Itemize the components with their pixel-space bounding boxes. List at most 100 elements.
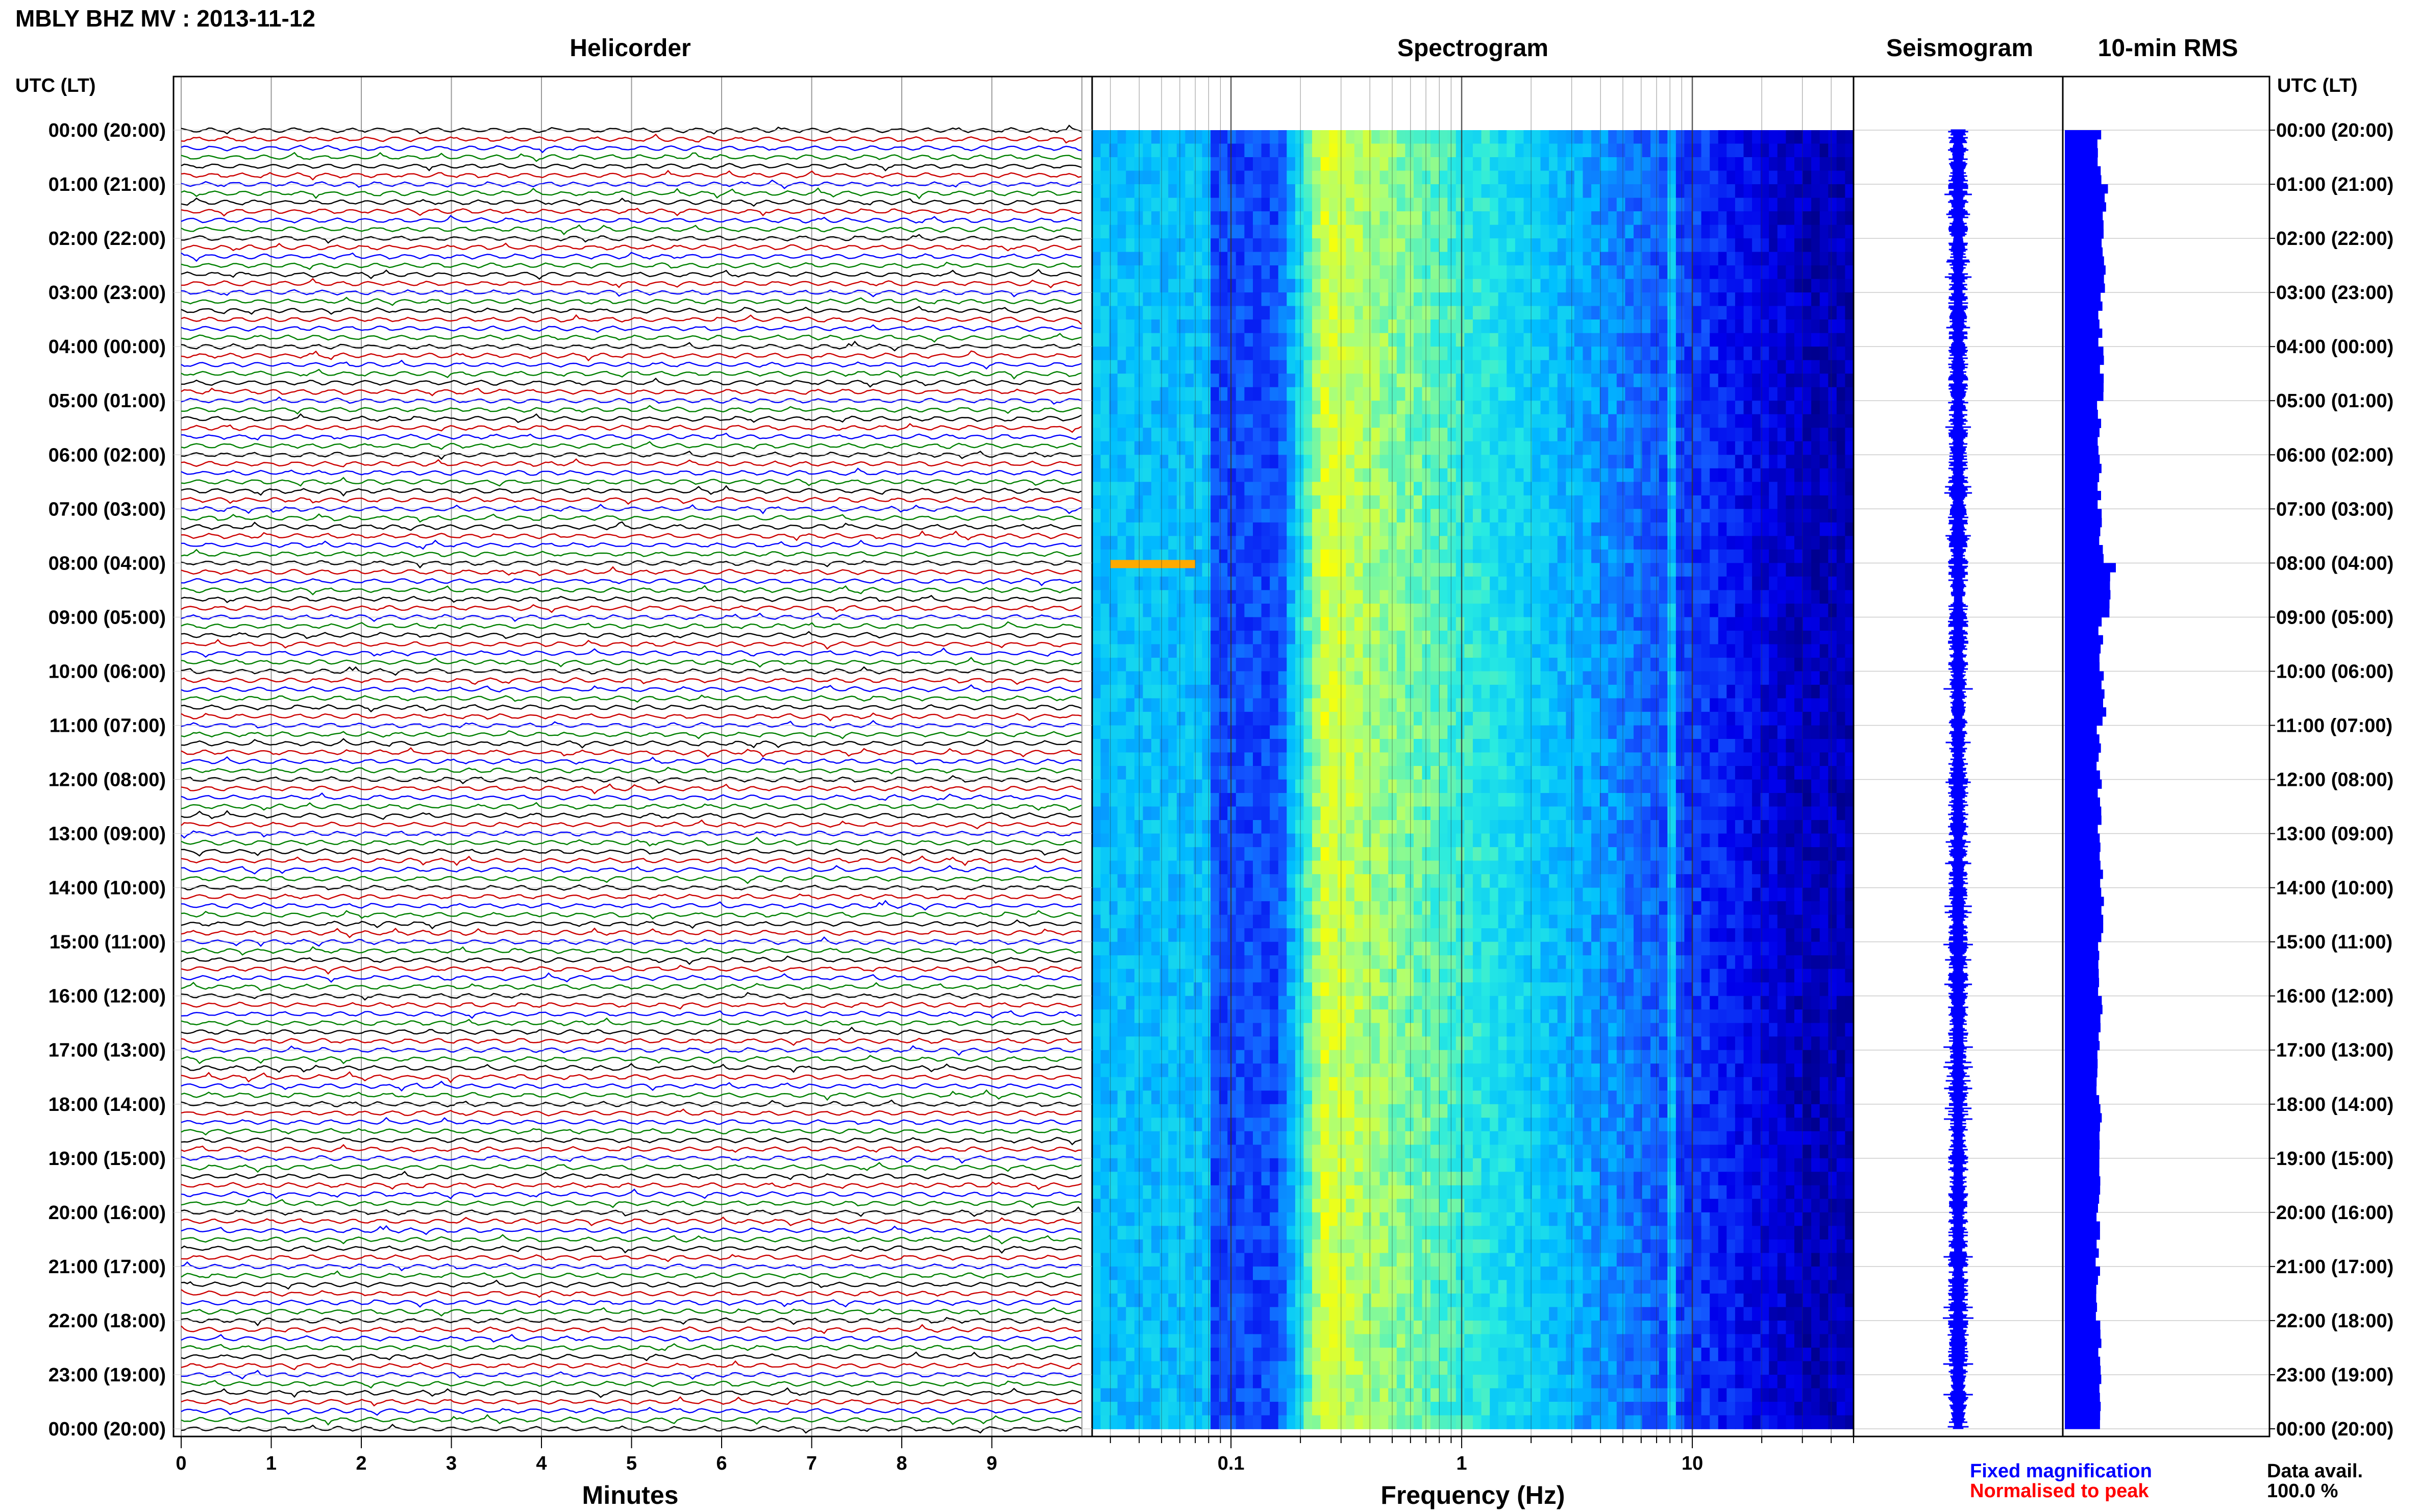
- spectrogram-cell: [1675, 644, 1685, 658]
- helicorder-trace: [181, 910, 1082, 920]
- spectrogram-cell: [1710, 238, 1719, 253]
- spectrogram-cell: [1117, 630, 1127, 645]
- spectrogram-cell: [1109, 536, 1118, 550]
- spectrogram-cell: [1202, 549, 1211, 564]
- spectrogram-cell: [1371, 563, 1380, 577]
- spectrogram-cell: [1151, 170, 1161, 185]
- spectrogram-cell: [1718, 346, 1727, 361]
- spectrogram-cell: [1464, 671, 1473, 685]
- spectrogram-cell: [1379, 455, 1389, 469]
- spectrogram-cell: [1523, 157, 1533, 171]
- spectrogram-cell: [1176, 279, 1186, 293]
- spectrogram-cell: [1371, 441, 1380, 455]
- spectrogram-cell: [1667, 455, 1676, 469]
- spectrogram-cell: [1346, 387, 1355, 401]
- spectrogram-cell: [1794, 603, 1804, 618]
- spectrogram-cell: [1642, 387, 1651, 401]
- spectrogram-cell: [1405, 197, 1414, 212]
- spectrogram-cell: [1634, 333, 1643, 347]
- spectrogram-cell: [1794, 766, 1804, 780]
- spectrogram-cell: [1786, 603, 1795, 618]
- spectrogram-cell: [1557, 211, 1567, 226]
- spectrogram-cell: [1236, 319, 1245, 334]
- helicorder-trace: [181, 169, 1082, 181]
- spectrogram-cell: [1100, 238, 1109, 253]
- spectrogram-cell: [1786, 725, 1795, 739]
- spectrogram-cell: [1786, 806, 1795, 821]
- spectrogram-cell: [1583, 468, 1592, 483]
- spectrogram-cell: [1193, 766, 1203, 780]
- spectrogram-cell: [1278, 238, 1288, 253]
- spectrogram-cell: [1464, 590, 1473, 604]
- spectrogram-cell: [1363, 576, 1372, 591]
- spectrogram-cell: [1134, 657, 1144, 672]
- spectrogram-cell: [1396, 820, 1406, 834]
- spectrogram-cell: [1388, 184, 1397, 199]
- spectrogram-cell: [1811, 806, 1820, 821]
- spectrogram-cell: [1760, 711, 1769, 726]
- spectrogram-cell: [1371, 414, 1380, 428]
- spectrogram-cell: [1634, 779, 1643, 794]
- spectrogram-cell: [1346, 644, 1355, 658]
- spectrogram-cell: [1675, 806, 1685, 821]
- spectrogram-cell: [1625, 184, 1634, 199]
- spectrogram-cell: [1583, 306, 1592, 320]
- spectrogram-cell: [1599, 306, 1609, 320]
- spectrogram-cell: [1109, 292, 1118, 307]
- spectrogram-cell: [1532, 603, 1541, 618]
- spectrogram-cell: [1743, 671, 1752, 685]
- spectrogram-cell: [1743, 590, 1752, 604]
- spectrogram-cell: [1667, 468, 1676, 483]
- spectrogram-cell: [1481, 644, 1490, 658]
- spectrogram-cell: [1405, 401, 1414, 415]
- spectrogram-cell: [1320, 671, 1329, 685]
- spectrogram-cell: [1735, 711, 1744, 726]
- spectrogram-cell: [1329, 793, 1338, 807]
- spectrogram-cell: [1650, 482, 1660, 496]
- spectrogram-cell: [1303, 360, 1313, 374]
- spectrogram-cell: [1549, 739, 1558, 753]
- spectrogram-cell: [1794, 468, 1804, 483]
- spectrogram-cell: [1549, 414, 1558, 428]
- spectrogram-cell: [1371, 576, 1380, 591]
- spectrogram-cell: [1599, 549, 1609, 564]
- spectrogram-cell: [1523, 428, 1533, 442]
- spectrogram-cell: [1430, 739, 1440, 753]
- spectrogram-cell: [1346, 428, 1355, 442]
- spectrogram-cell: [1574, 630, 1584, 645]
- spectrogram-cell: [1549, 292, 1558, 307]
- spectrogram-cell: [1354, 644, 1364, 658]
- spectrogram-cell: [1710, 617, 1719, 631]
- spectrogram-cell: [1337, 766, 1347, 780]
- spectrogram-cell: [1211, 657, 1220, 672]
- spectrogram-cell: [1599, 563, 1609, 577]
- helicorder-trace: [181, 1351, 1082, 1361]
- spectrogram-cell: [1439, 414, 1448, 428]
- spectrogram-cell: [1117, 617, 1127, 631]
- helicorder-trace: [181, 224, 1082, 235]
- spectrogram-cell: [1634, 401, 1643, 415]
- spectrogram-cell: [1718, 725, 1727, 739]
- spectrogram-cell: [1176, 252, 1186, 266]
- spectrogram-cell: [1540, 360, 1549, 374]
- spectrogram-cell: [1675, 617, 1685, 631]
- spectrogram-cell: [1752, 428, 1761, 442]
- spectrogram-cell: [1430, 617, 1440, 631]
- spectrogram-cell: [1659, 766, 1668, 780]
- helicorder-trace: [181, 747, 1082, 758]
- spectrogram-cell: [1726, 536, 1736, 550]
- spectrogram-cell: [1819, 441, 1829, 455]
- helicorder-trace: [181, 261, 1082, 270]
- spectrogram-cell: [1507, 752, 1516, 766]
- spectrogram-cell: [1109, 306, 1118, 320]
- spectrogram-cell: [1168, 170, 1177, 185]
- spectrogram-cell: [1743, 684, 1752, 699]
- spectrogram-cell: [1803, 143, 1812, 158]
- helicorder-trace: [181, 234, 1082, 244]
- spectrogram-cell: [1202, 374, 1211, 388]
- spectrogram-cell: [1659, 265, 1668, 280]
- spectrogram-cell: [1211, 536, 1220, 550]
- spectrogram-cell: [1185, 766, 1194, 780]
- spectrogram-cell: [1430, 130, 1440, 144]
- spectrogram-cell: [1549, 170, 1558, 185]
